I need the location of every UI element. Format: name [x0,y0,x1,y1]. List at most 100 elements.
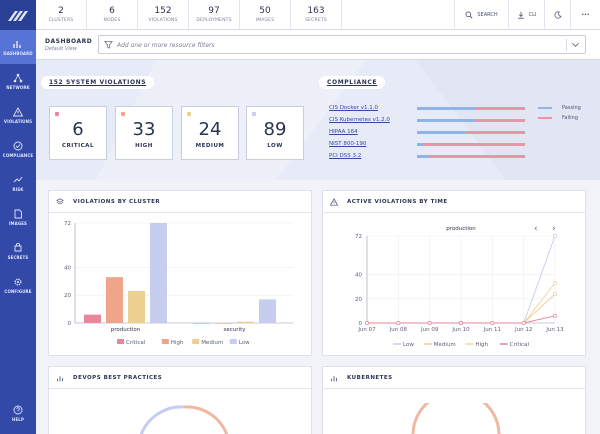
stat-deployments[interactable]: 97 DEPLOYMENTS [189,0,240,29]
y-tick-label: 72 [355,234,362,240]
stat-value: 6 [109,6,115,16]
violation-card-critical[interactable]: 6 CRITICAL [49,106,107,160]
stat-images[interactable]: 50 IMAGES [240,0,291,29]
x-tick-label: production [111,327,141,333]
nav-violations[interactable]: VIOLATIONS [0,98,36,132]
bar-chart-icon [331,376,337,382]
compliance-bar [417,119,525,122]
theme-toggle[interactable] [544,0,570,30]
nav-label: RISK [12,186,24,192]
failing-fill [423,143,525,146]
violation-count: 6 [72,119,84,140]
resource-filter-box[interactable] [98,35,586,54]
standard-name[interactable]: CIS Kubernetes v1.2.0 [329,117,390,123]
data-point-high [553,281,557,286]
violation-count: 24 [198,119,222,140]
chevron-down-icon[interactable] [571,41,580,49]
severity-dot [187,112,191,116]
x-tick-label: Jun 11 [483,327,501,333]
nav-images[interactable]: IMAGES [0,200,36,234]
prev-arrow: ‹ [534,224,538,234]
panel-header: VIOLATIONS BY CLUSTER [49,191,311,213]
nav-configure[interactable]: CONFIGURE [0,268,36,302]
panel-header: DEVOPS BEST PRACTICES [49,367,311,389]
x-tick-label: Jun 13 [545,327,564,333]
compliance-bar [417,155,525,158]
nav-label: NETWORK [6,84,30,90]
bar-critical [84,314,101,323]
stat-value: 163 [307,6,325,16]
panel-header: ACTIVE VIOLATIONS BY TIME [323,191,585,213]
violations-by-cluster-chart: 0 20 40 72 production security Critical High Med… [64,221,293,346]
violation-card-low[interactable]: 89 LOW [246,106,304,160]
bar-low [259,299,276,323]
filter-bar: DASHBOARD Default View [36,30,600,60]
standard-name[interactable]: HIPAA 164 [329,129,358,135]
standard-name[interactable]: CIS Docker v1.1.0 [329,105,378,111]
compliance-title[interactable]: COMPLIANCE [319,76,386,89]
nav-help[interactable]: HELP [0,396,36,430]
chart-subtitle: production [446,226,476,232]
resource-filter-input[interactable] [117,39,557,51]
y-tick-label: 20 [355,297,362,303]
stat-nodes[interactable]: 6 NODES [87,0,138,29]
search-button[interactable]: SEARCH [454,0,508,30]
standard-name[interactable]: PCI DSS 3.2 [329,153,362,159]
severity-dot [121,112,125,116]
cli-label: CLI [528,12,537,18]
cli-button[interactable]: CLI [508,0,544,30]
legend-label: High [171,340,184,346]
sidebar: DASHBOARD NETWORK VIOLATIONS COMPLIANCE … [0,0,36,434]
violations-summary-title[interactable]: 152 SYSTEM VIOLATIONS [41,76,155,89]
help-icon [13,405,23,414]
app-logo[interactable] [0,0,36,30]
compliance-row[interactable]: NIST 800-190 [329,141,529,149]
panel-title: DEVOPS BEST PRACTICES [73,375,163,381]
data-point-critical [521,321,526,325]
data-point-critical [396,321,401,325]
bar-chart-icon [57,376,63,382]
stat-clusters[interactable]: 2 CLUSTERS [36,0,87,29]
data-point-critical [365,321,369,325]
stat-violations[interactable]: 152 VIOLATIONS [138,0,189,29]
nav-network[interactable]: NETWORK [0,64,36,98]
failing-legend-swatch [538,117,552,119]
warning-icon [330,198,338,206]
more-menu-button[interactable]: ··· [570,0,600,30]
passing-legend-swatch [538,107,552,109]
compliance-bar [417,107,525,110]
x-tick-label: Jun 08 [389,327,408,333]
data-point-critical [490,321,495,325]
violation-card-high[interactable]: 33 HIGH [115,106,173,160]
nav-dashboard[interactable]: DASHBOARD [0,30,36,64]
compliance-row[interactable]: PCI DSS 3.2 [329,153,529,161]
violation-label: CRITICAL [62,143,94,149]
summary-band: 152 SYSTEM VIOLATIONS 6 CRITICAL 33 HIGH… [36,60,600,180]
network-icon [13,73,23,82]
violation-card-medium[interactable]: 24 MEDIUM [181,106,239,160]
compliance-icon [13,141,23,150]
data-point-critical [553,313,557,318]
stat-label: SECRETS [305,18,327,23]
stat-label: NODES [103,18,121,23]
bar-low [150,223,167,323]
violation-label: HIGH [135,143,153,149]
chevron-divider [566,39,567,51]
kubernetes-donut-chart [411,403,501,434]
legend-label: High [475,342,488,348]
legend-swatch [161,339,169,344]
standard-name[interactable]: NIST 800-190 [329,141,367,147]
gear-icon [14,278,22,285]
nav-risk[interactable]: RISK [0,166,36,200]
data-point-low [553,234,557,238]
compliance-row[interactable]: CIS Docker v1.1.0 [329,105,529,113]
stat-secrets[interactable]: 163 SECRETS [291,0,342,29]
nav-label: DASHBOARD [3,50,33,56]
nav-secrets[interactable]: SECRETS [0,234,36,268]
compliance-row[interactable]: CIS Kubernetes v1.2.0 [329,117,529,125]
nav-compliance[interactable]: COMPLIANCE [0,132,36,166]
stat-label: IMAGES [255,18,275,23]
violation-label: MEDIUM [195,143,225,149]
nav-label: HELP [12,416,24,422]
compliance-row[interactable]: HIPAA 164 [329,129,529,137]
